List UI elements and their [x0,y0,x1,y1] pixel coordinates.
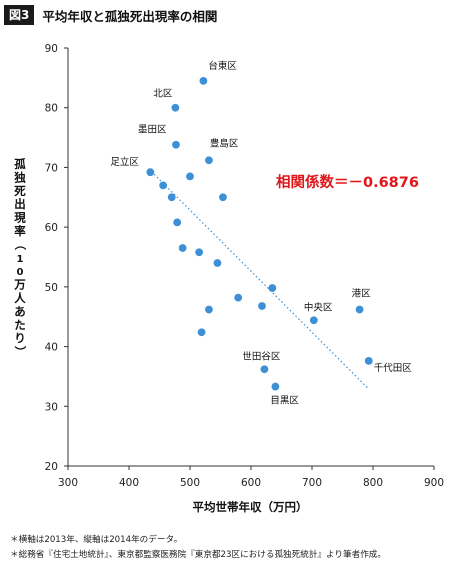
point-label: 中央区 [304,301,333,313]
data-point [364,357,373,365]
data-point [167,193,176,202]
x-tick-label: 800 [363,477,383,489]
y-tick-label: 30 [45,401,58,413]
data-point [213,259,222,267]
data-point [258,302,266,310]
x-tick-label: 300 [58,477,78,489]
point-label: 豊島区 [210,137,239,149]
figure-header: 図3 平均年収と孤独死出現率の相関 [4,5,217,25]
data-point [205,156,213,165]
data-point [219,193,227,202]
point-label: 世田谷区 [242,350,281,362]
y-tick-label: 40 [45,342,58,354]
y-axis-label-char: た [14,318,26,332]
y-axis-label-char: 出 [14,197,26,211]
correlation-label: 相関係数＝－0.6876 [276,173,419,191]
y-tick-label: 80 [45,103,58,115]
y-axis-label-char: 人 [14,291,26,305]
data-point [186,172,194,181]
footnotes: ＊横軸は2013年、縦軸は2014年のデータ。 ＊総務省『住宅土地統計』、東京都… [10,533,458,563]
point-label: 足立区 [110,156,139,168]
y-axis-label-char: 率 [14,224,26,238]
y-axis-label-char: 孤 [14,157,26,171]
point-label: 北区 [153,89,173,100]
data-point [199,76,208,85]
x-tick-label: 500 [180,477,200,489]
y-axis-label-char: 1 [17,254,24,265]
scatter-chart: 300 400 500 600 700 800 900 20 30 40 50 60 70 80 90 台東… [13,43,444,514]
data-point [195,248,204,257]
data-point [178,244,187,252]
y-axis-label-char: り [14,331,26,345]
point-label: 墨田区 [138,125,167,136]
point-label: 港区 [352,288,372,300]
data-point [234,293,243,302]
footnote-2: ＊総務省『住宅土地統計』、東京都監察医務院『東京都23区における孤独死統計』より… [10,550,386,560]
x-tick-label: 400 [119,477,139,489]
x-axis-label: 平均世帯年収（万円） [193,500,308,514]
y-axis-label-char: ） [13,346,27,358]
data-point [355,305,364,314]
y-tick-label: 50 [45,282,58,294]
y-axis-label-char: 0 [17,267,24,278]
x-tick-label: 600 [241,477,261,489]
data-point [205,305,213,314]
chart-axes: 300 400 500 600 700 800 900 20 30 40 50 60 70 80 90 [45,43,444,489]
figure-label-badge: 図3 [4,5,35,25]
y-axis-label-char: 現 [14,211,26,225]
y-axis-label-char: 死 [14,184,26,198]
data-point [171,103,180,112]
point-label: 目黒区 [270,396,299,407]
data-point [173,218,182,227]
data-point [197,328,206,337]
point-label: 千代田区 [374,363,413,374]
data-point [271,382,280,391]
y-axis-label-char: （ [13,239,27,251]
data-point [268,284,277,292]
x-tick-label: 700 [302,477,322,489]
x-tick-label: 900 [424,477,444,489]
y-tick-label: 70 [45,162,58,174]
y-axis-label-char: 万 [13,278,26,292]
data-point [146,168,155,177]
y-tick-label: 90 [45,43,58,55]
data-point [260,365,269,374]
data-point [172,140,180,149]
y-axis-label-char: あ [14,304,26,318]
data-point [309,316,318,325]
points-layer [146,76,373,391]
footnote-1: ＊横軸は2013年、縦軸は2014年のデータ。 [10,535,183,545]
point-label: 台東区 [208,60,237,72]
y-tick-label: 60 [45,222,58,234]
data-point [159,181,168,190]
y-tick-label: 20 [45,461,58,473]
y-axis-label-char: 独 [14,170,26,184]
page-title: 平均年収と孤独死出現率の相関 [42,8,218,24]
